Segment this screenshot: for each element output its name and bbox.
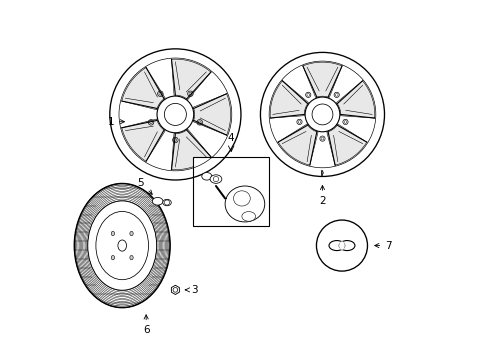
Text: 6: 6	[142, 315, 149, 335]
Ellipse shape	[111, 256, 114, 260]
Bar	[193, 157, 269, 226]
Text: 3: 3	[185, 285, 198, 295]
Polygon shape	[337, 116, 374, 142]
Polygon shape	[326, 124, 366, 165]
Text: 2: 2	[319, 185, 325, 206]
Polygon shape	[336, 81, 374, 118]
Text: 4: 4	[227, 133, 234, 143]
Polygon shape	[282, 66, 315, 103]
Polygon shape	[302, 62, 342, 98]
Circle shape	[321, 172, 323, 174]
Polygon shape	[328, 66, 362, 103]
Text: 7: 7	[374, 240, 391, 251]
Polygon shape	[171, 129, 210, 170]
Ellipse shape	[242, 212, 255, 221]
Polygon shape	[146, 59, 174, 98]
Polygon shape	[171, 285, 179, 294]
Text: 5: 5	[137, 178, 152, 194]
Circle shape	[316, 220, 367, 271]
Polygon shape	[146, 131, 174, 170]
Polygon shape	[278, 124, 317, 165]
Ellipse shape	[210, 175, 222, 183]
Polygon shape	[187, 122, 226, 157]
Polygon shape	[122, 119, 165, 161]
Ellipse shape	[96, 211, 148, 280]
Ellipse shape	[202, 172, 211, 180]
Polygon shape	[309, 132, 334, 167]
Ellipse shape	[130, 231, 133, 236]
Ellipse shape	[338, 241, 344, 250]
Polygon shape	[171, 59, 210, 100]
Polygon shape	[270, 116, 306, 142]
Polygon shape	[187, 72, 226, 107]
Ellipse shape	[152, 197, 163, 205]
Ellipse shape	[111, 231, 114, 236]
Text: 1: 1	[107, 117, 124, 127]
Ellipse shape	[163, 199, 171, 206]
Polygon shape	[120, 101, 156, 128]
Polygon shape	[122, 68, 165, 110]
Polygon shape	[193, 94, 230, 135]
Polygon shape	[270, 81, 308, 118]
Ellipse shape	[224, 186, 264, 222]
Ellipse shape	[130, 256, 133, 260]
